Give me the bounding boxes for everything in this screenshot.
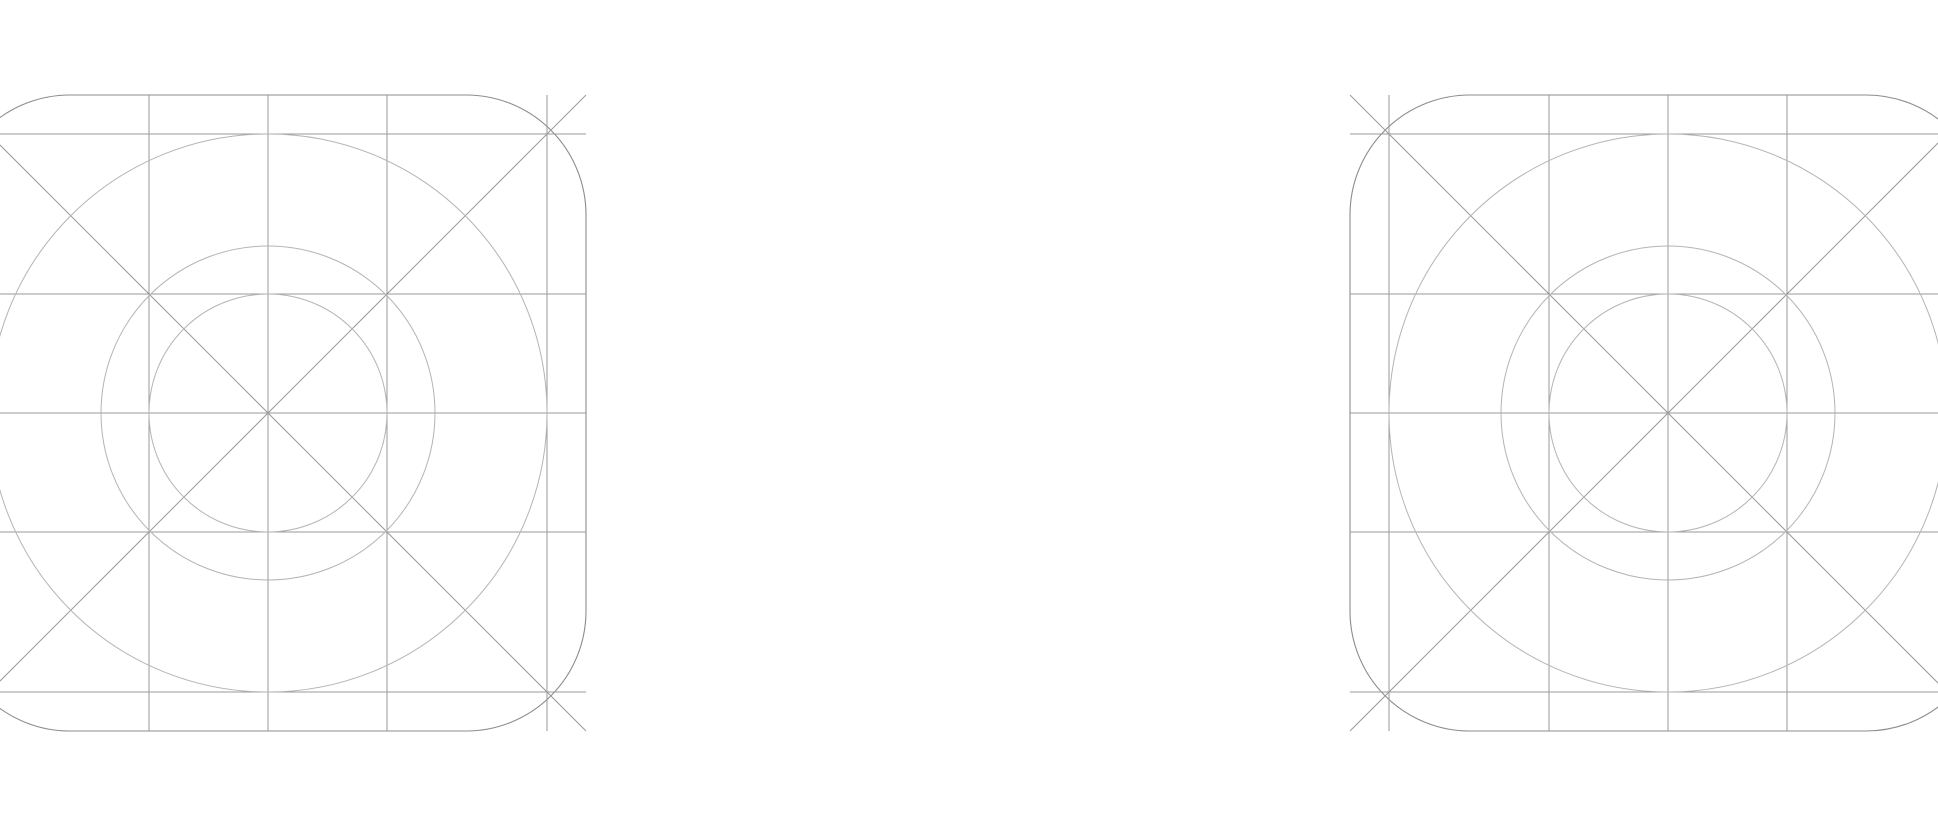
diagonal-line: [0, 94, 587, 682]
guide-circle: [1388, 133, 1938, 693]
icon-grid-template-right: [1349, 94, 1938, 732]
guide-circle: [1548, 293, 1788, 533]
guide-circle: [1500, 245, 1836, 581]
guide-circle: [148, 293, 388, 533]
guide-circle: [0, 133, 548, 693]
icon-grid-template-left: [0, 94, 587, 732]
guide-circle: [100, 245, 436, 581]
diagonal-line: [1349, 142, 1938, 732]
